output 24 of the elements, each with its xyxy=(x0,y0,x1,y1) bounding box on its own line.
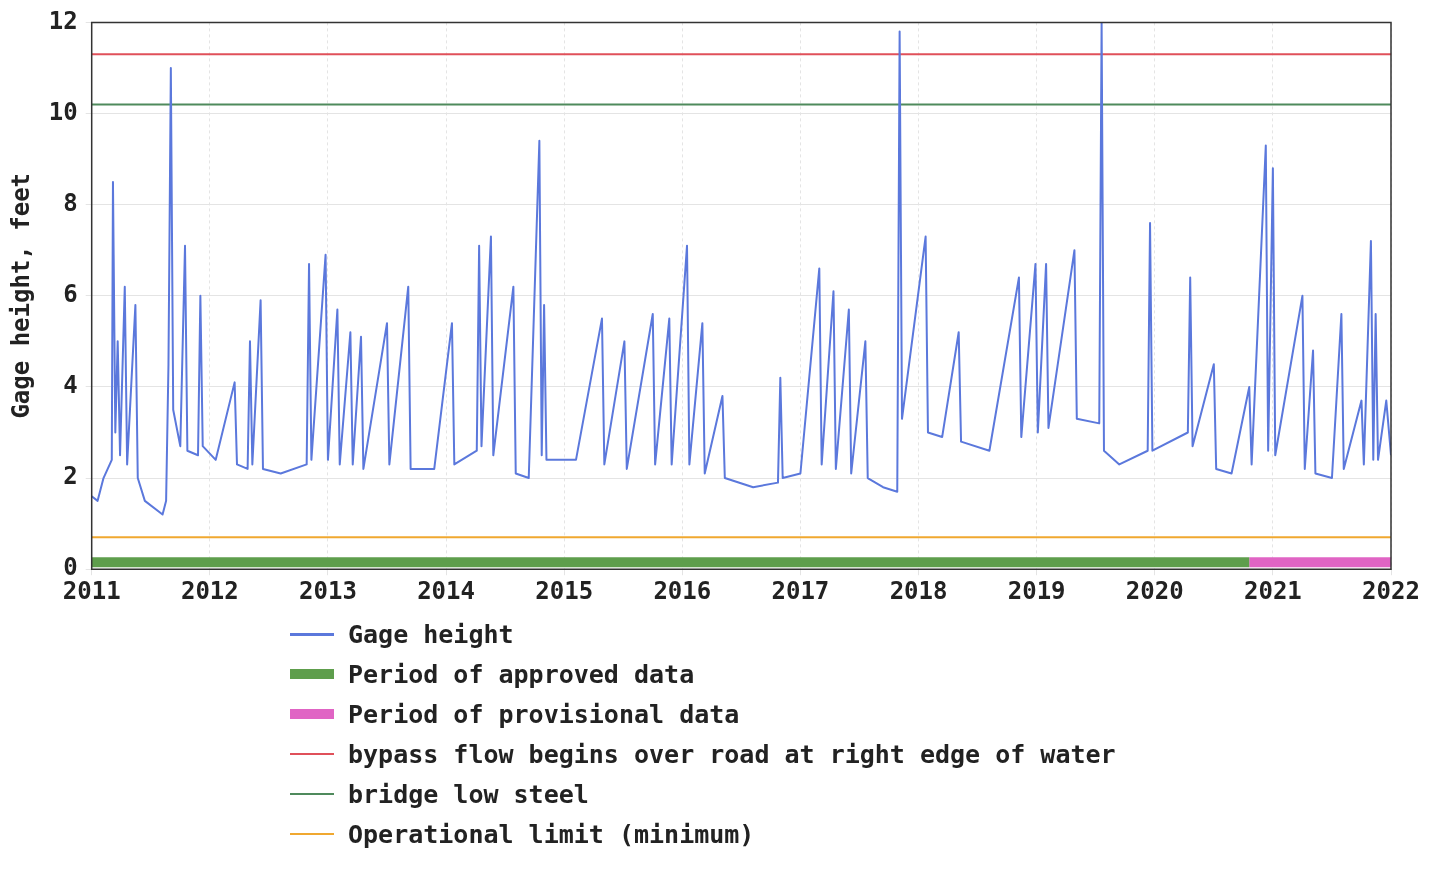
legend-label: Gage height xyxy=(348,619,514,649)
legend-label: bypass flow begins over road at right edge of water xyxy=(348,739,1116,769)
x-tick-label: 2019 xyxy=(1007,576,1066,605)
x-tick-label: 2015 xyxy=(535,576,594,605)
x-tick-label: 2013 xyxy=(299,576,357,605)
y-axis-title: Gage height, feet xyxy=(6,172,35,419)
y-tick-label: 8 xyxy=(63,188,78,217)
y-tick-label: 6 xyxy=(63,280,78,309)
x-tick-label: 2021 xyxy=(1243,576,1302,605)
y-tick-label: 4 xyxy=(63,371,78,400)
y-tick-label: 10 xyxy=(48,97,78,126)
legend-label: bridge low steel xyxy=(348,779,589,809)
x-tick-label: 2018 xyxy=(889,576,948,605)
x-tick-label: 2022 xyxy=(1362,576,1420,605)
x-tick-label: 2012 xyxy=(180,576,239,605)
x-tick-label: 2020 xyxy=(1125,576,1184,605)
x-tick-label: 2016 xyxy=(653,576,712,605)
y-tick-label: 12 xyxy=(48,6,78,35)
legend-label: Period of provisional data xyxy=(348,699,740,729)
x-tick-label: 2017 xyxy=(771,576,830,605)
legend-label: Period of approved data xyxy=(348,659,695,689)
y-tick-label: 2 xyxy=(63,462,78,491)
legend-label: Operational limit (minimum) xyxy=(348,819,755,849)
x-tick-label: 2014 xyxy=(417,576,475,605)
